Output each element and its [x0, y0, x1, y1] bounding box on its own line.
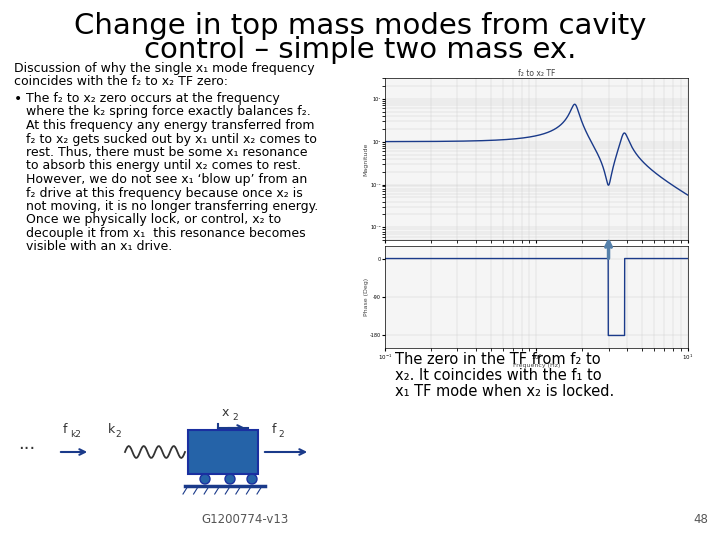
Text: rest. Thus, there must be some x₁ resonance: rest. Thus, there must be some x₁ resona… [26, 146, 307, 159]
Text: G1200774-v13: G1200774-v13 [202, 513, 289, 526]
Text: Once we physically lock, or control, x₂ to: Once we physically lock, or control, x₂ … [26, 213, 281, 226]
Text: f: f [63, 423, 68, 436]
Text: However, we do not see x₁ ‘blow up’ from an: However, we do not see x₁ ‘blow up’ from… [26, 173, 307, 186]
Text: •: • [14, 92, 22, 106]
Text: x₂. It coincides with the f₁ to: x₂. It coincides with the f₁ to [395, 368, 602, 383]
Text: visible with an x₁ drive.: visible with an x₁ drive. [26, 240, 172, 253]
Circle shape [247, 474, 257, 484]
Circle shape [225, 474, 235, 484]
Y-axis label: Phase (Deg): Phase (Deg) [364, 278, 369, 316]
Text: Change in top mass modes from cavity: Change in top mass modes from cavity [73, 12, 647, 40]
Text: The f₂ to x₂ zero occurs at the frequency: The f₂ to x₂ zero occurs at the frequenc… [26, 92, 280, 105]
Text: f: f [272, 423, 276, 436]
Text: m: m [213, 446, 229, 461]
Text: Discussion of why the single x₁ mode frequency: Discussion of why the single x₁ mode fre… [14, 62, 315, 75]
Text: ...: ... [18, 435, 35, 453]
Text: 2: 2 [278, 430, 284, 439]
Text: x₁ TF mode when x₂ is locked.: x₁ TF mode when x₂ is locked. [395, 384, 614, 399]
Text: to absorb this energy until x₂ comes to rest.: to absorb this energy until x₂ comes to … [26, 159, 301, 172]
Text: 2: 2 [115, 430, 121, 439]
X-axis label: Frequency (Hz): Frequency (Hz) [513, 363, 560, 368]
Text: f₂ to x₂ gets sucked out by x₁ until x₂ comes to: f₂ to x₂ gets sucked out by x₁ until x₂ … [26, 132, 317, 145]
Text: not moving, it is no longer transferring energy.: not moving, it is no longer transferring… [26, 200, 318, 213]
Text: 48: 48 [693, 513, 708, 526]
Title: f₂ to x₂ TF: f₂ to x₂ TF [518, 69, 555, 78]
Text: k2: k2 [70, 430, 81, 439]
Text: k: k [108, 423, 115, 436]
Text: decouple it from x₁  this resonance becomes: decouple it from x₁ this resonance becom… [26, 227, 305, 240]
Text: f₂ drive at this frequency because once x₂ is: f₂ drive at this frequency because once … [26, 186, 302, 199]
Text: The zero in the TF from f₂ to: The zero in the TF from f₂ to [395, 352, 600, 367]
Text: x: x [221, 406, 229, 419]
FancyBboxPatch shape [188, 430, 258, 474]
Circle shape [200, 474, 210, 484]
Y-axis label: Magnitude: Magnitude [364, 143, 369, 176]
Text: 2: 2 [232, 413, 238, 422]
Text: At this frequency any energy transferred from: At this frequency any energy transferred… [26, 119, 315, 132]
Text: 2: 2 [232, 451, 239, 461]
Text: control – simple two mass ex.: control – simple two mass ex. [144, 36, 576, 64]
Text: coincides with the f₂ to x₂ TF zero:: coincides with the f₂ to x₂ TF zero: [14, 75, 228, 88]
Text: where the k₂ spring force exactly balances f₂.: where the k₂ spring force exactly balanc… [26, 105, 311, 118]
